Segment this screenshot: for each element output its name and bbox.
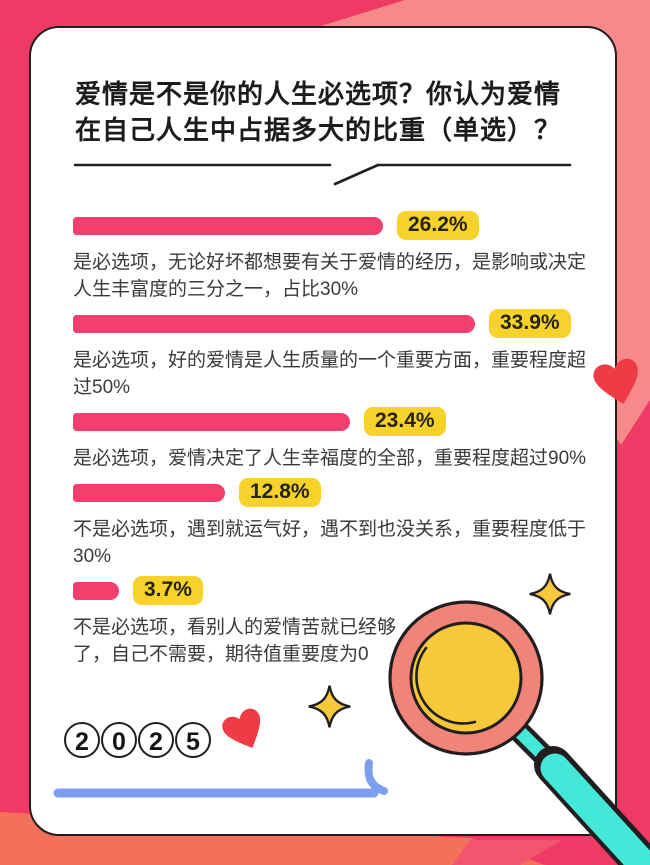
bar-line: 26.2%	[73, 209, 607, 242]
year-digit: 5	[175, 722, 211, 758]
year-digit: 2	[64, 722, 100, 758]
title-divider	[74, 163, 572, 186]
option-description: 是必选项，无论好坏都想要有关于爱情的经历，是影响或决定人生丰富度的三分之一，占比…	[73, 252, 587, 300]
question-title: 爱情是不是你的人生必选项？你认为爱情 在自己人生中占据多大的比重（单选）？	[75, 76, 580, 148]
option-description: 是必选项，爱情决定了人生幸福度的全部，重要程度超过90%	[73, 448, 587, 469]
result-bar	[73, 483, 225, 502]
bar-line: 12.8%	[73, 476, 607, 509]
result-bar	[73, 314, 475, 333]
year-digit: 0	[101, 722, 137, 758]
option-description: 是必选项，好的爱情是人生质量的一个重要方面，重要程度超过50%	[73, 350, 587, 398]
result-row: 33.9% 是必选项，好的爱情是人生质量的一个重要方面，重要程度超过50%	[73, 307, 607, 401]
bar-line: 33.9%	[73, 307, 607, 340]
percent-badge: 26.2%	[397, 211, 479, 240]
survey-results: 26.2% 是必选项，无论好坏都想要有关于爱情的经历，是影响或决定人生丰富度的三…	[73, 209, 607, 672]
year-digit: 2	[138, 722, 174, 758]
underline-swoosh	[53, 759, 388, 798]
year-badge: 2 0 2 5	[64, 722, 212, 758]
result-bar	[73, 216, 383, 235]
result-row: 23.4% 是必选项，爱情决定了人生幸福度的全部，重要程度超过90%	[73, 405, 607, 472]
bar-line: 3.7%	[73, 574, 607, 607]
option-description: 不是必选项，遇到就运气好，遇不到也没关系，重要程度低于30%	[73, 519, 587, 567]
result-row: 12.8% 不是必选项，遇到就运气好，遇不到也没关系，重要程度低于30%	[73, 476, 607, 570]
result-row: 26.2% 是必选项，无论好坏都想要有关于爱情的经历，是影响或决定人生丰富度的三…	[73, 209, 607, 303]
magnifier-lens	[409, 621, 523, 735]
question-title-line1: 爱情是不是你的人生必选项？你认为爱情	[75, 79, 562, 109]
percent-badge: 3.7%	[133, 576, 203, 605]
sparkle-icon	[308, 685, 351, 728]
percent-badge: 33.9%	[489, 309, 571, 338]
bar-line: 23.4%	[73, 405, 607, 438]
result-bar	[73, 581, 119, 600]
result-row: 3.7% 不是必选项，看别人的爱情苦就已经够了，自己不需要，期待值重要度为0	[73, 574, 607, 668]
magnifier-icon	[388, 600, 650, 865]
heart-icon	[593, 358, 638, 404]
sparkle-icon	[529, 573, 571, 615]
percent-badge: 23.4%	[364, 407, 446, 436]
heart-icon	[222, 708, 261, 748]
question-title-line2: 在自己人生中占据多大的比重（单选）？	[75, 115, 562, 145]
result-bar	[73, 412, 350, 431]
percent-badge: 12.8%	[239, 478, 321, 507]
option-description: 不是必选项，看别人的爱情苦就已经够了，自己不需要，期待值重要度为0	[73, 617, 397, 665]
lens-highlight	[415, 646, 477, 725]
